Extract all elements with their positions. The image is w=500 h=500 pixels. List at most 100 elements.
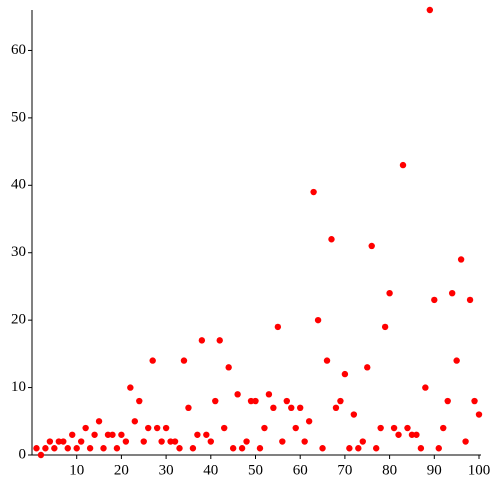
point [194,431,201,438]
point [350,411,358,418]
point [422,384,429,391]
point [404,424,411,432]
point [33,445,40,452]
point [77,438,85,445]
x-tick-label: 100 [468,462,491,478]
point [395,431,402,438]
point [140,438,147,445]
x-tick-label: 30 [159,462,174,478]
point [444,397,451,405]
point [279,438,286,445]
point [229,445,237,452]
point [359,438,366,445]
point [355,445,362,452]
point [372,445,380,452]
point [310,188,317,196]
point [292,424,299,432]
point [364,364,371,371]
point [426,6,434,14]
point [109,431,116,438]
point [466,296,474,304]
point [386,289,393,297]
x-tick-label: 40 [203,462,218,478]
point [64,445,71,452]
x-tick-label: 10 [69,462,84,478]
point [332,404,340,412]
y-tick-label: 40 [11,177,26,193]
point [368,242,375,250]
point [113,445,121,452]
point [413,431,420,438]
point [55,438,63,445]
y-tick-label: 0 [19,446,27,462]
point [91,431,98,438]
point [189,445,197,452]
x-tick-label: 90 [427,462,442,478]
point [145,424,152,432]
point [243,438,250,445]
x-tick-label: 60 [293,462,308,478]
y-tick-label: 60 [11,42,26,58]
point [136,397,143,405]
point [42,445,49,452]
point [176,445,183,452]
point [417,445,425,452]
point [86,445,94,452]
point [381,323,389,331]
point [131,418,139,425]
y-tick-label: 50 [11,109,26,125]
point [328,236,335,243]
point [274,323,282,331]
point [225,364,232,371]
point [377,424,384,432]
point [158,438,165,445]
point [270,404,277,412]
point [127,384,134,391]
point [100,445,107,452]
point [207,438,214,445]
point [256,445,264,452]
point [261,424,268,432]
point [247,397,255,405]
point [341,370,349,378]
point [162,424,170,432]
y-tick-label: 30 [11,244,26,260]
point [69,431,76,438]
point [171,438,179,445]
y-tick-label: 20 [11,312,26,328]
point [221,424,228,432]
point [51,445,58,452]
point [337,397,344,405]
point [37,451,45,459]
point [198,337,206,344]
point [399,161,407,169]
point [82,424,89,432]
point [305,418,313,425]
point [238,445,246,452]
point [288,404,295,412]
x-tick-label: 80 [382,462,397,478]
point [118,431,125,438]
point [319,445,326,452]
x-tick-label: 50 [248,462,263,478]
point [60,438,67,445]
point [431,296,438,304]
point [390,424,398,432]
point [46,438,54,445]
point [122,438,130,445]
point [203,431,210,438]
point [252,397,259,405]
point [475,411,483,418]
point [453,357,460,364]
x-tick-label: 70 [337,462,352,478]
point [301,438,308,445]
point [346,445,353,452]
point [216,337,223,344]
point [153,424,161,432]
point [462,438,469,445]
point [149,357,156,364]
y-tick-label: 10 [11,379,26,395]
x-tick-label: 20 [114,462,129,478]
point [323,357,331,364]
